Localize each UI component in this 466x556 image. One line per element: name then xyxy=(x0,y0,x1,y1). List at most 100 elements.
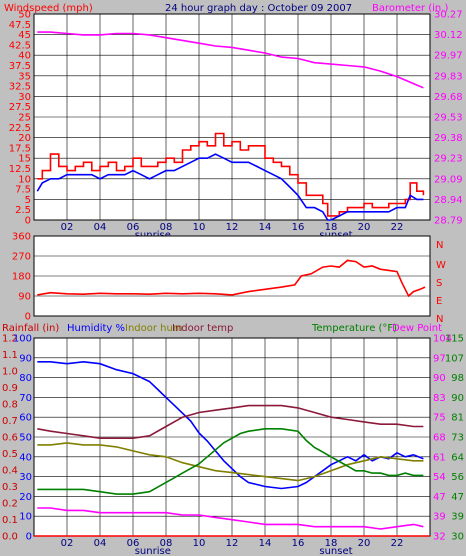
x-tick-label: 22 xyxy=(391,538,404,549)
humidity-tick-label: 0 xyxy=(26,532,32,543)
windspeed-tick-label: 5 xyxy=(25,195,31,206)
temp-humidity-panel: 0.00.10.20.30.40.50.60.70.80.91.01.11.2 … xyxy=(2,334,464,556)
temperature-tick-label: 81 xyxy=(451,413,464,424)
x-tick-label: 16 xyxy=(292,538,305,549)
dew-point-tick-label: 61 xyxy=(433,452,446,463)
windspeed-tick-label: 30 xyxy=(18,92,31,103)
barometer-tick-label: 30.27 xyxy=(434,10,463,21)
windspeed-tick-label: 45 xyxy=(18,30,31,41)
series-line-blue xyxy=(36,153,424,221)
windspeed-tick-label: 27.5 xyxy=(9,102,31,113)
windspeed-tick-label: 2.5 xyxy=(15,205,31,216)
windspeed-tick-label: 40 xyxy=(18,51,31,62)
series-line-wind-direction xyxy=(37,259,426,298)
temperature-tick-label: 47 xyxy=(451,492,464,503)
humidity-tick-label: 100 xyxy=(13,334,32,345)
wind-direction-grid xyxy=(34,255,430,297)
windspeed-axis-title: Windspeed (mph) xyxy=(4,3,93,14)
dew-point-tick-label: 47 xyxy=(433,492,446,503)
barometer-tick-label: 28.79 xyxy=(434,216,463,227)
windspeed-tick-label: 32.5 xyxy=(9,82,31,93)
windspeed-tick-labels: 02.557.51012.51517.52022.52527.53032.535… xyxy=(9,10,31,227)
series-line-red xyxy=(37,132,425,217)
rainfall-tick-label: 0.4 xyxy=(2,466,18,477)
x-tick-label: 08 xyxy=(160,538,173,549)
rainfall-tick-label: 1.1 xyxy=(2,350,18,361)
x-tick-label: 14 xyxy=(259,222,272,233)
windspeed-tick-label: 17.5 xyxy=(9,143,31,154)
temp-humidity-annotations: sunrise sunset xyxy=(135,546,353,556)
temp-humidity-series xyxy=(34,360,430,537)
windspeed-tick-label: 47.5 xyxy=(9,20,31,31)
barometer-tick-label: 28.94 xyxy=(434,195,463,206)
barometer-tick-label: 29.09 xyxy=(434,174,463,185)
temperature-tick-label: 115 xyxy=(445,334,464,345)
dew-point-tick-label: 54 xyxy=(433,472,446,483)
x-tick-label: 06 xyxy=(127,222,140,233)
barometer-tick-label: 29.38 xyxy=(434,133,463,144)
x-annotation-sunrise: sunrise xyxy=(135,546,171,556)
bottom-legend: Rainfall (in) Humidity % Indoor hum Indo… xyxy=(2,323,442,334)
direction-tick-label: 360 xyxy=(12,232,31,243)
humidity-tick-label: 90 xyxy=(19,353,32,364)
x-tick-label: 10 xyxy=(193,222,206,233)
compass-label: N xyxy=(436,240,443,251)
humidity-tick-label: 50 xyxy=(19,433,32,444)
rainfall-tick-label: 0.0 xyxy=(2,532,18,543)
rainfall-tick-label: 0.5 xyxy=(2,449,18,460)
direction-tick-label: 180 xyxy=(12,272,31,283)
compass-label: N xyxy=(436,314,443,325)
x-tick-label: 18 xyxy=(325,538,338,549)
temp-humidity-grid xyxy=(34,338,430,536)
barometer-tick-label: 29.68 xyxy=(434,92,463,103)
temperature-tick-label: 39 xyxy=(451,512,464,523)
x-tick-label: 04 xyxy=(94,222,107,233)
x-tick-label: 10 xyxy=(193,538,206,549)
rainfall-tick-label: 0.7 xyxy=(2,416,18,427)
x-tick-label: 22 xyxy=(391,222,404,233)
rainfall-tick-label: 0.2 xyxy=(2,499,18,510)
compass-labels: N W S E N xyxy=(436,240,446,325)
x-tick-label: 18 xyxy=(325,222,338,233)
legend-humidity: Humidity % xyxy=(67,323,125,334)
humidity-tick-label: 60 xyxy=(19,413,32,424)
temperature-tick-label: 90 xyxy=(451,393,464,404)
x-tick-label: 02 xyxy=(61,222,74,233)
x-tick-label: 12 xyxy=(226,222,239,233)
x-tick-label: 08 xyxy=(160,222,173,233)
wind-barometer-panel: 02.557.51012.51517.52022.52527.53032.535… xyxy=(9,10,463,242)
temperature-tick-labels: 30 39 47 56 64 73 81 90 98 107 115 xyxy=(445,334,464,543)
x-tick-label: 12 xyxy=(226,538,239,549)
x-tick-label: 20 xyxy=(358,222,371,233)
series-line-maroon xyxy=(37,404,424,439)
windspeed-tick-label: 12.5 xyxy=(9,164,31,175)
barometer-tick-label: 29.97 xyxy=(434,51,463,62)
rainfall-tick-label: 0.6 xyxy=(2,433,18,444)
barometer-tick-label: 29.23 xyxy=(434,154,463,165)
windspeed-tick-label: 50 xyxy=(18,10,31,21)
x-annotation-sunset: sunset xyxy=(319,546,352,556)
wind-direction-series xyxy=(37,259,426,298)
x-tick-label: 02 xyxy=(61,538,74,549)
temperature-tick-label: 56 xyxy=(451,472,464,483)
dew-point-tick-label: 83 xyxy=(433,393,446,404)
windspeed-tick-label: 7.5 xyxy=(15,185,31,196)
windspeed-tick-label: 37.5 xyxy=(9,61,31,72)
windspeed-tick-label: 22.5 xyxy=(9,123,31,134)
direction-tick-label: 270 xyxy=(12,252,31,263)
wind-direction-tick-labels: 0 90 180 270 360 xyxy=(12,232,31,323)
legend-dew-point: Dew Point xyxy=(392,323,442,334)
x-tick-label: 04 xyxy=(94,538,107,549)
humidity-tick-label: 30 xyxy=(19,472,32,483)
dew-point-tick-label: 104 xyxy=(433,334,452,345)
dew-point-tick-label: 32 xyxy=(433,532,446,543)
temperature-tick-label: 107 xyxy=(445,353,464,364)
rainfall-tick-label: 0.9 xyxy=(2,383,18,394)
wind-barometer-grid xyxy=(34,14,430,220)
humidity-tick-labels: 0 10 20 30 40 50 60 70 80 90 100 xyxy=(13,334,32,543)
temp-humidity-x-tick-labels: 02 04 06 08 10 12 14 16 18 20 22 xyxy=(61,538,404,549)
windspeed-tick-label: 20 xyxy=(18,133,31,144)
legend-temperature: Temperature (°F) xyxy=(311,323,397,334)
x-tick-label: 20 xyxy=(358,538,371,549)
